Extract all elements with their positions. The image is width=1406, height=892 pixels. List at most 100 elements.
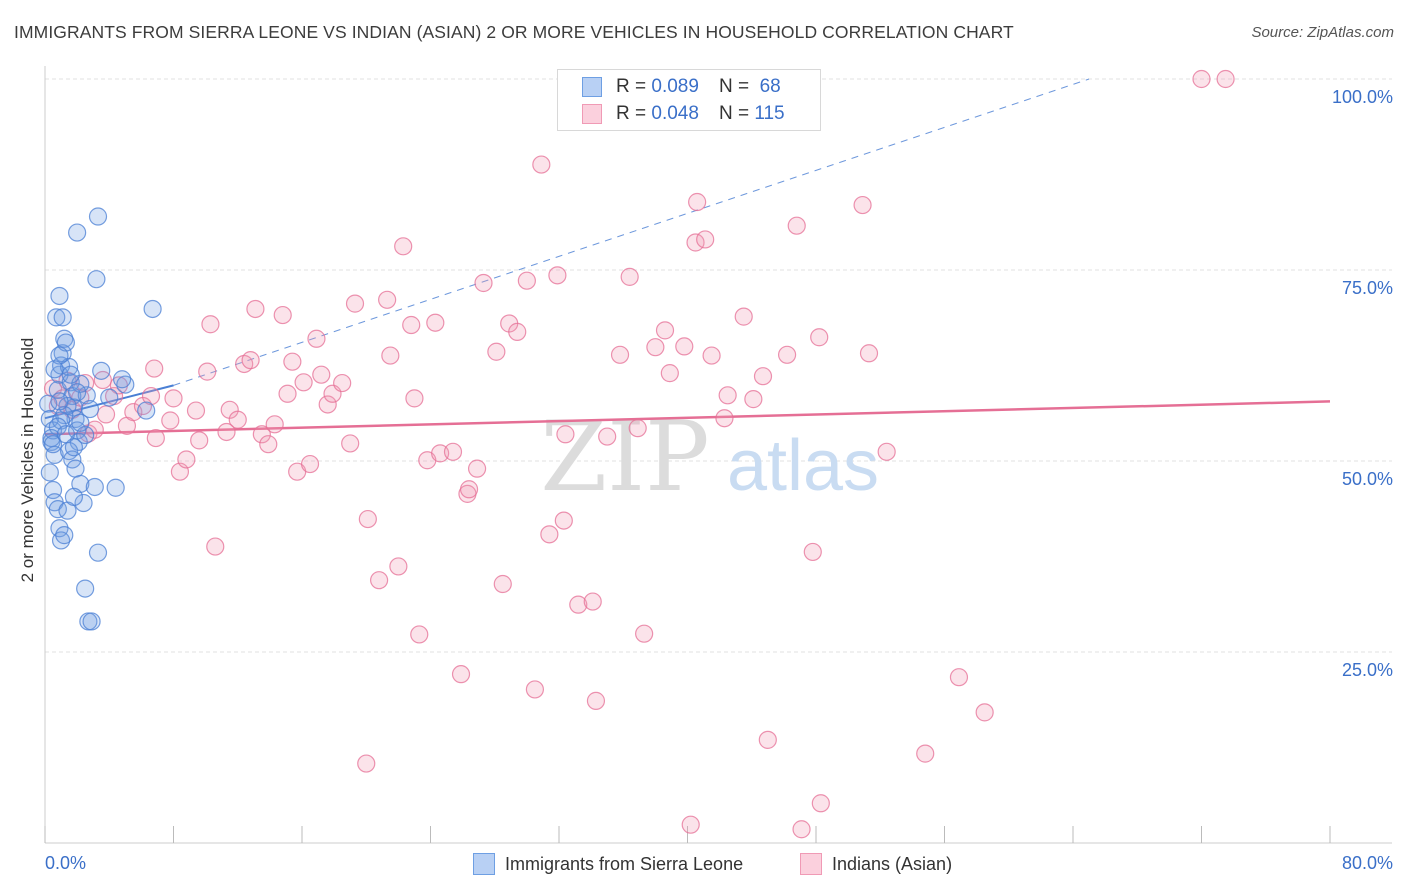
trend-line-indians <box>44 400 1331 436</box>
point-indians <box>378 290 397 309</box>
y-tick-label: 25.0% <box>1342 660 1393 680</box>
trend-lines <box>44 78 1331 436</box>
point-sierra-leone <box>45 360 64 379</box>
point-indians <box>307 329 326 348</box>
point-indians <box>252 425 271 444</box>
point-sierra-leone <box>100 388 119 407</box>
point-indians <box>517 271 536 290</box>
point-indians <box>493 574 512 594</box>
point-indians <box>474 273 493 293</box>
point-indians <box>217 422 236 442</box>
point-indians <box>1216 69 1235 89</box>
point-indians <box>811 794 830 813</box>
point-sierra-leone <box>87 270 106 289</box>
point-indians <box>859 344 879 363</box>
point-indians <box>508 322 527 341</box>
point-sierra-leone <box>82 612 101 631</box>
point-indians <box>467 459 487 478</box>
point-indians <box>312 365 331 384</box>
point-sierra-leone <box>88 207 108 226</box>
point-indians <box>975 703 994 722</box>
point-sierra-leone <box>47 308 66 327</box>
point-indians <box>201 315 220 334</box>
point-indians <box>164 389 183 408</box>
point-indians <box>916 744 935 763</box>
point-sierra-leone <box>80 399 100 419</box>
axes <box>44 66 1392 844</box>
point-indians <box>96 405 116 424</box>
point-indians <box>810 328 829 347</box>
point-indians <box>389 557 408 576</box>
point-indians <box>426 313 445 332</box>
chart-title: IMMIGRANTS FROM SIERRA LEONE VS INDIAN (… <box>14 22 1014 42</box>
point-sierra-leone <box>64 438 84 457</box>
point-indians <box>402 315 421 335</box>
x-tick-label-max: 80.0% <box>1342 853 1393 873</box>
point-indians <box>410 625 429 644</box>
legend-swatch-pink <box>582 104 602 124</box>
point-indians <box>443 442 463 461</box>
legend-n-label: N = <box>718 76 750 97</box>
point-indians <box>198 362 217 381</box>
point-indians <box>548 266 567 285</box>
point-indians <box>145 359 164 378</box>
point-indians <box>758 730 777 749</box>
legend-row-sierra-leone: R = 0.089 N = 68 <box>582 75 781 99</box>
point-indians <box>598 427 617 446</box>
point-indians <box>405 389 424 408</box>
point-sierra-leone <box>39 394 58 413</box>
point-indians <box>532 155 551 174</box>
point-indians <box>358 509 377 529</box>
point-indians <box>318 395 337 414</box>
point-sierra-leone <box>137 401 156 420</box>
chart-source: Source: ZipAtlas.com <box>1251 24 1394 41</box>
point-indians <box>681 815 700 834</box>
point-sierra-leone <box>53 308 72 327</box>
bottom-legend-swatch-pink <box>800 853 822 875</box>
point-indians <box>246 299 265 319</box>
point-sierra-leone <box>40 463 59 482</box>
point-indians <box>792 820 811 839</box>
point-indians <box>146 428 165 448</box>
point-indians <box>228 410 247 429</box>
point-sierra-leone <box>143 299 162 319</box>
point-indians <box>141 386 161 406</box>
point-indians <box>628 419 647 438</box>
point-indians <box>620 267 639 286</box>
point-indians <box>803 542 822 562</box>
legend-r-label: R = <box>616 103 647 124</box>
point-indians <box>341 434 360 453</box>
point-indians <box>1192 69 1211 89</box>
legend-n-value: 115 <box>754 103 785 124</box>
point-sierra-leone <box>42 428 61 448</box>
legend-row-indians: R = 0.048 N = 115 <box>582 102 785 126</box>
point-indians <box>877 442 896 461</box>
y-tick-label: 75.0% <box>1342 278 1393 298</box>
legend-n-label: N = <box>718 103 750 124</box>
bottom-legend-label: Indians (Asian) <box>832 853 953 874</box>
point-indians <box>777 345 797 364</box>
point-indians <box>635 624 654 643</box>
point-sierra-leone <box>51 531 71 550</box>
point-indians <box>702 346 721 365</box>
point-sierra-leone <box>64 487 84 507</box>
legend-r-value: 0.048 <box>651 103 699 124</box>
point-indians <box>265 415 284 434</box>
point-sierra-leone <box>48 500 67 519</box>
point-indians <box>675 337 694 356</box>
point-indians <box>688 192 707 212</box>
point-indians <box>487 342 506 361</box>
legend-box: R = 0.089 N = 68 R = 0.048 N = 115 <box>557 69 821 131</box>
data-points <box>39 69 1235 839</box>
point-indians <box>586 691 606 710</box>
legend-swatch-blue <box>582 77 602 97</box>
point-sierra-leone <box>85 477 104 497</box>
point-indians <box>660 364 679 383</box>
legend-n-value: 68 <box>759 76 781 97</box>
bottom-legend-label: Immigrants from Sierra Leone <box>505 853 744 874</box>
point-indians <box>556 425 575 444</box>
point-indians <box>381 346 400 365</box>
point-sierra-leone <box>50 392 69 411</box>
point-indians <box>787 216 806 235</box>
